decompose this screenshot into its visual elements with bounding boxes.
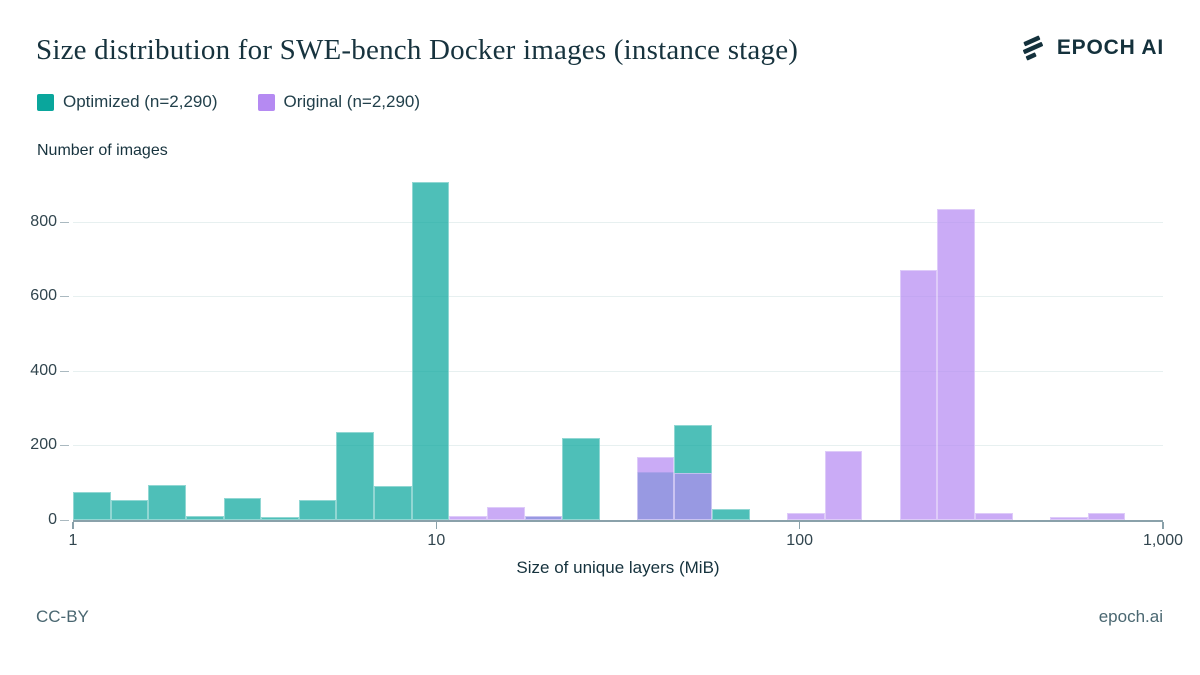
epoch-slashes-icon: [1018, 32, 1048, 64]
y-tick-mark-400: [60, 370, 69, 372]
legend-swatch-1: [257, 93, 275, 111]
gridline-y-600: [73, 296, 1163, 298]
x-tick-label-1000: 1,000: [1142, 532, 1184, 549]
y-tick-mark-800: [60, 221, 69, 223]
histogram-bar-optimized-3: [186, 516, 224, 520]
x-tick-label-10: 10: [427, 532, 446, 549]
x-tick-label-1: 1: [68, 532, 78, 549]
x-tick-mark-10: [435, 522, 438, 529]
y-tick-label-0: 0: [48, 511, 57, 528]
histogram-bar-optimized-16: [712, 508, 750, 520]
x-axis-title: Size of unique layers (MiB): [516, 558, 720, 577]
epoch-ai-logo: EPOCH AI: [1018, 32, 1164, 64]
histogram-bar-original-21: [975, 513, 1013, 520]
histogram-bar-original-22: [1050, 517, 1088, 520]
histogram-bar-optimized-9: [411, 182, 450, 520]
y-tick-label-800: 800: [30, 212, 57, 230]
histogram-bar-original-23: [1087, 513, 1126, 520]
x-tick-mark-1000: [1162, 522, 1164, 529]
x-tick-mark-1: [72, 522, 74, 529]
chart-title: Size distribution for SWE-bench Docker i…: [36, 34, 799, 66]
legend-item-0: Optimized (n=2,290): [37, 92, 218, 112]
y-tick-label-200: 200: [30, 436, 57, 454]
histogram-bar-original-15: [674, 473, 713, 520]
histogram-bar-original-18: [824, 451, 863, 520]
y-tick-mark-200: [60, 445, 69, 447]
legend-label-0: Optimized (n=2,290): [63, 92, 218, 111]
histogram-bar-optimized-2: [148, 484, 187, 520]
histogram-bar-optimized-4: [223, 497, 262, 520]
legend-label-1: Original (n=2,290): [283, 92, 421, 111]
site-label: epoch.ai: [1098, 607, 1163, 626]
gridline-y-400: [73, 370, 1163, 372]
histogram-bar-optimized-7: [336, 432, 375, 520]
histogram-bar-original-20: [937, 208, 976, 520]
gridline-y-200: [73, 445, 1163, 447]
histogram-bar-optimized-13: [562, 437, 600, 520]
histogram-bar-optimized-8: [374, 486, 412, 520]
histogram-bar-optimized-0: [73, 492, 111, 520]
y-tick-label-400: 400: [30, 361, 57, 379]
histogram-bar-original-14: [636, 456, 675, 520]
license-label: CC-BY: [36, 607, 89, 626]
y-tick-mark-600: [60, 296, 69, 298]
x-tick-label-100: 100: [786, 532, 814, 549]
histogram-bar-optimized-1: [110, 499, 149, 520]
y-tick-label-600: 600: [30, 287, 57, 305]
x-axis-line: [73, 520, 1163, 522]
histogram-bar-original-11: [486, 506, 525, 520]
y-tick-mark-0: [60, 520, 69, 521]
histogram-bar-original-12: [524, 516, 563, 520]
histogram-bar-optimized-5: [261, 517, 299, 520]
x-tick-mark-100: [798, 522, 801, 529]
legend-swatch-0: [37, 93, 54, 111]
legend-item-1: Original (n=2,290): [257, 92, 421, 112]
y-axis-title: Number of images: [37, 142, 168, 159]
histogram-bar-original-17: [787, 512, 825, 520]
plot-area: Size of unique layers (MiB) 0 200 400 600 80…: [30, 175, 1183, 577]
chart-legend: Optimized (n=2,290) Original (n=2,290): [37, 92, 420, 112]
histogram-bar-original-19: [899, 270, 938, 520]
histogram-bar-optimized-6: [298, 499, 337, 520]
gridline-y-800: [73, 221, 1163, 223]
histogram-bar-original-10: [449, 516, 487, 520]
epoch-logo-text: EPOCH AI: [1056, 36, 1164, 59]
